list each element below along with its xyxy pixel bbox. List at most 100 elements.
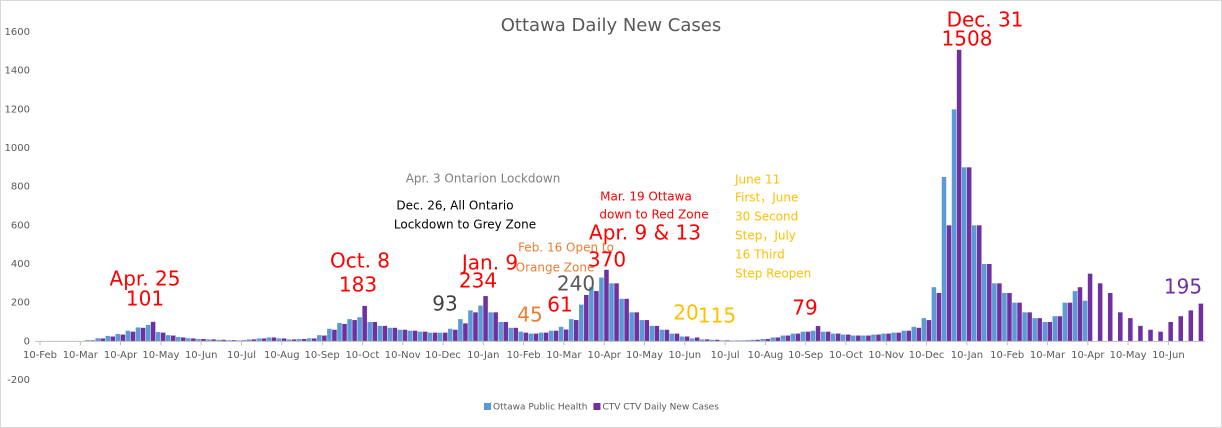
bar [130,331,136,342]
bar [165,335,171,342]
bar [931,287,937,342]
bar [765,339,770,342]
x-tick-label: 10-Dec [909,350,945,361]
bar [961,167,967,342]
bar [322,335,327,342]
bar [709,339,715,342]
x-tick-label: 10-Apr [104,350,138,361]
bar [997,283,1002,342]
bar [387,327,393,342]
bar [790,333,796,342]
annotation: Mar. 19 Ottawa [600,190,692,204]
bar [523,332,529,342]
bar [382,325,388,342]
x-tick-label: 10-Nov [385,350,421,361]
bar [573,320,579,342]
x-tick-label: 10-Mar [1030,350,1066,361]
annotation: 370 [588,248,626,272]
bar [306,338,312,342]
bar [624,298,629,342]
bar [332,329,337,342]
bar [684,336,690,342]
bar [261,338,267,342]
bar [1002,293,1007,342]
bar [896,332,901,342]
bar [518,331,524,342]
bar [1017,302,1022,342]
annotation: Dec. 26, All Ontario [396,199,513,213]
x-tick-label: 10-Nov [868,350,904,361]
bar [367,322,372,342]
bar [432,332,438,342]
annotation: Apr. 9 & 13 [589,221,701,245]
bar [397,329,403,342]
bar [301,339,307,342]
bar [120,334,126,342]
x-tick-label: 10-Jul [711,350,740,361]
bar [1118,312,1123,342]
bar [1057,316,1063,342]
bar [251,339,257,342]
bar [95,338,100,342]
annotation: 61 [547,293,572,317]
x-tick-label: 10-May [142,350,179,361]
annotation: 1508 [942,27,993,51]
bar [956,49,962,342]
annotation: Apr. 25 [110,267,181,291]
bar [543,332,549,342]
bar [508,327,514,342]
bar [639,320,644,342]
bar [427,332,433,342]
bar [982,264,987,342]
bar [342,323,347,342]
bar [679,336,685,342]
bar [654,325,660,342]
bar [266,337,272,342]
annotation: 30 Second [735,210,798,224]
bar [176,337,181,342]
annotation: down to Red Zone [599,208,708,222]
bar [871,334,876,342]
bar [226,340,231,342]
annotation: 234 [459,269,497,293]
annotation: 20 [673,301,698,325]
bar [614,283,619,342]
annotation: 93 [432,292,457,316]
bar [669,333,675,342]
bar [402,329,408,342]
bar [191,338,196,342]
bar [810,330,816,342]
annotation: Lockdown to Grey Zone [394,218,536,232]
bar [881,333,886,342]
bar [1128,318,1133,342]
bar [584,294,589,342]
bar [1007,293,1012,342]
bar [946,225,952,342]
bar [473,312,478,342]
bar [936,293,942,342]
bar [609,283,614,342]
bar [1047,322,1053,342]
annotation: Feb. 16 Open to [518,241,614,255]
bar [246,339,252,342]
bar [181,337,186,342]
bar [392,327,398,342]
bar [553,330,559,342]
bar [689,338,695,342]
bar [1097,283,1103,342]
bar [941,177,947,342]
bar [594,291,599,342]
bar [694,337,700,342]
y-tick-label: 400 [11,259,30,270]
y-tick-label: -200 [7,375,30,386]
bar [417,331,423,342]
bar [901,330,906,342]
bar [105,335,111,342]
x-tick-label: 10-Aug [264,350,300,361]
bar [286,339,292,342]
bar [866,335,871,342]
bar [846,334,851,342]
bar [1062,302,1068,342]
